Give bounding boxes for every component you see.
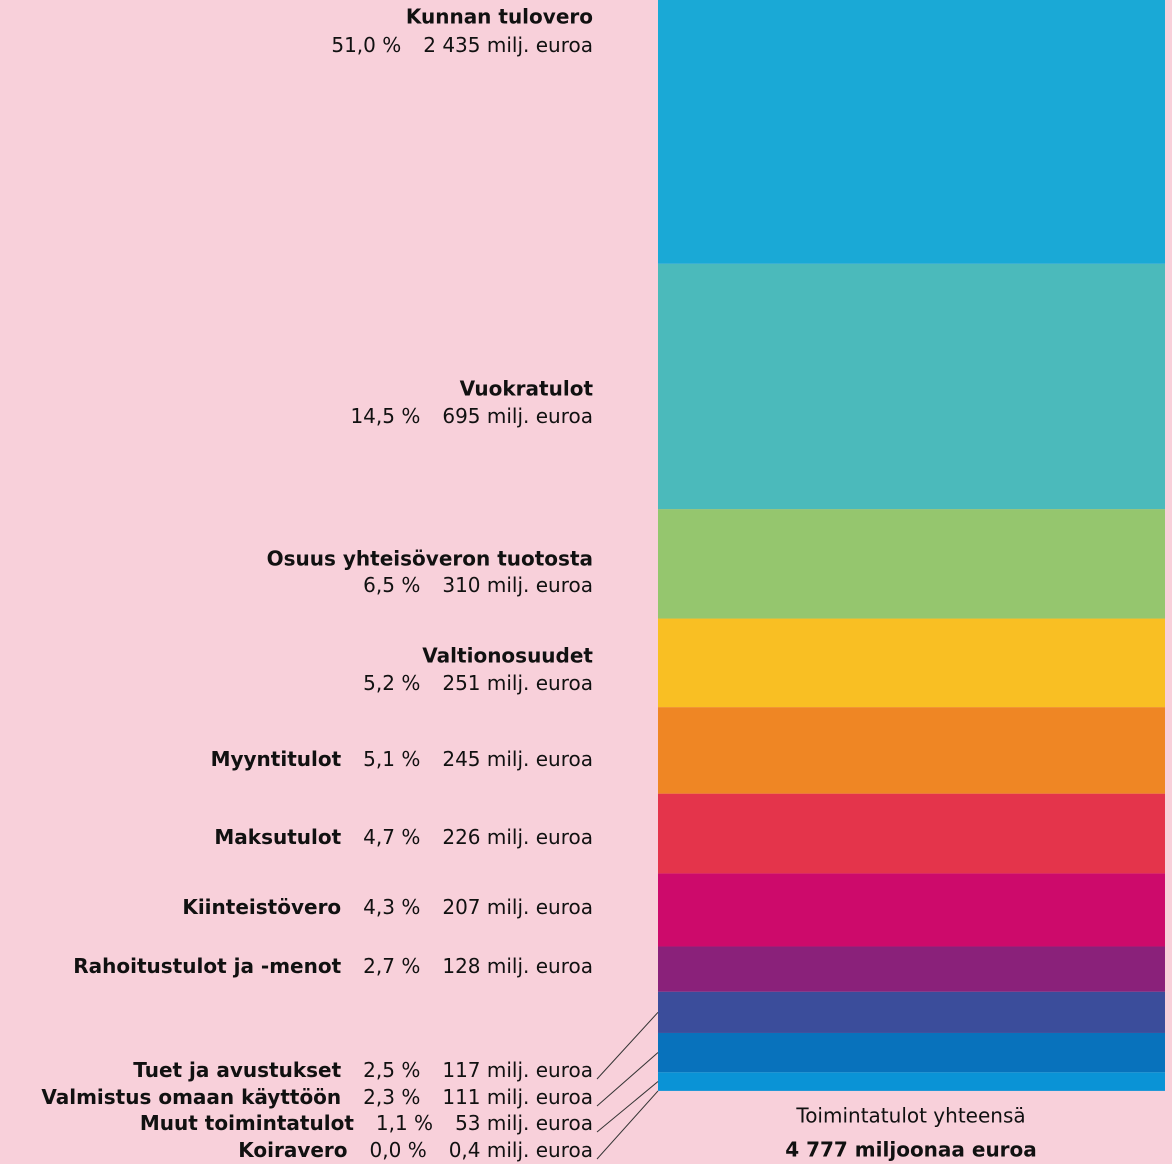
- total-label: 4 777 miljoonaa euroa: [785, 1138, 1037, 1162]
- label-line: Muut toimintatulot 1,1 % 53 milj. euroa: [140, 1111, 593, 1135]
- value-label: 2 435 milj. euroa: [423, 33, 593, 57]
- value-label: 117 milj. euroa: [442, 1058, 593, 1082]
- label-line: Rahoitustulot ja -menot 2,7 % 128 milj. eu…: [73, 954, 593, 978]
- segment: [658, 991, 1165, 1033]
- category-label: Kiinteistövero: [182, 895, 341, 919]
- segment: [658, 873, 1165, 947]
- segment: [658, 263, 1165, 510]
- share-label: 4,3 %: [363, 895, 420, 919]
- value-line: 51,0 % 2 435 milj. euroa: [331, 33, 593, 57]
- category-label: Tuet ja avustukset: [133, 1058, 341, 1082]
- leader-line: [596, 1081, 659, 1133]
- category-label: Rahoitustulot ja -menot: [73, 954, 341, 978]
- label-line: Valmistus omaan käyttöön 2,3 % 111 milj. e…: [41, 1085, 593, 1109]
- share-label: 2,5 %: [363, 1058, 420, 1082]
- category-label: Koiravero: [238, 1138, 347, 1162]
- label-line: Tuet ja avustukset 2,5 % 117 milj. euroa: [133, 1058, 593, 1082]
- value-label: 695 milj. euroa: [442, 404, 593, 428]
- segment: [658, 1072, 1165, 1091]
- value-label: 251 milj. euroa: [442, 671, 593, 695]
- value-line: 6,5 % 310 milj. euroa: [363, 573, 593, 597]
- value-label: 226 milj. euroa: [442, 825, 593, 849]
- leader-line: [596, 1052, 659, 1107]
- leader-line: [596, 1011, 659, 1080]
- category-label: Myyntitulot: [211, 747, 342, 771]
- segment: [658, 793, 1165, 874]
- share-label: 1,1 %: [376, 1111, 433, 1135]
- share-label: 2,3 %: [363, 1085, 420, 1109]
- value-line: 5,2 % 251 milj. euroa: [363, 671, 593, 695]
- value-label: 0,4 milj. euroa: [449, 1138, 593, 1162]
- value-label: 53 milj. euroa: [455, 1111, 593, 1135]
- share-label: 5,1 %: [363, 747, 420, 771]
- share-label: 4,7 %: [363, 825, 420, 849]
- label-line: Myyntitulot 5,1 % 245 milj. euroa: [211, 747, 593, 771]
- label-line: Kiinteistövero 4,3 % 207 milj. euroa: [182, 895, 593, 919]
- segment: [658, 0, 1165, 264]
- category-label: Maksutulot: [214, 825, 341, 849]
- segment: [658, 946, 1165, 992]
- segment: [658, 509, 1165, 619]
- value-label: 207 milj. euroa: [442, 895, 593, 919]
- category-label: Valtionosuudet: [422, 644, 593, 668]
- segment: [658, 707, 1165, 794]
- label-line: Koiravero 0,0 % 0,4 milj. euroa: [238, 1138, 593, 1162]
- category-label: Valmistus omaan käyttöön: [41, 1085, 341, 1109]
- value-label: 111 milj. euroa: [442, 1085, 593, 1109]
- value-label: 128 milj. euroa: [442, 954, 593, 978]
- value-label: 245 milj. euroa: [442, 747, 593, 771]
- share-label: 6,5 %: [363, 573, 420, 597]
- leader-line: [596, 1090, 659, 1160]
- label-line: Maksutulot 4,7 % 226 milj. euroa: [214, 825, 593, 849]
- share-label: 14,5 %: [350, 404, 420, 428]
- category-label: Osuus yhteisöveron tuotosta: [267, 547, 593, 571]
- share-label: 0,0 %: [370, 1138, 427, 1162]
- category-label: Muut toimintatulot: [140, 1111, 354, 1135]
- segment: [658, 1032, 1165, 1073]
- share-label: 51,0 %: [331, 33, 401, 57]
- value-label: 310 milj. euroa: [442, 573, 593, 597]
- share-label: 2,7 %: [363, 954, 420, 978]
- category-label: Kunnan tulovero: [406, 5, 593, 29]
- segment: [658, 618, 1165, 708]
- total-title: Toimintatulot yhteensä: [795, 1104, 1025, 1128]
- value-line: 14,5 % 695 milj. euroa: [350, 404, 593, 428]
- share-label: 5,2 %: [363, 671, 420, 695]
- category-label: Vuokratulot: [460, 377, 594, 401]
